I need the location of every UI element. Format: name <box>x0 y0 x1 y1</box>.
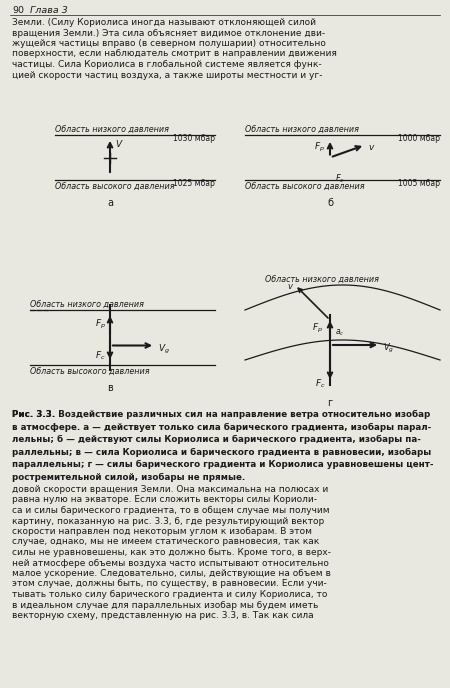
Text: $V_g$: $V_g$ <box>383 342 394 355</box>
Text: Область высокого давления: Область высокого давления <box>55 182 175 191</box>
Text: Рис. 3.3. Воздействие различных сил на направление ветра относительно изобар
в а: Рис. 3.3. Воздействие различных сил на н… <box>12 410 433 482</box>
Text: в: в <box>107 383 113 393</box>
Text: довой скорости вращения Земли. Она максимальна на полюсах и: довой скорости вращения Земли. Она макси… <box>12 485 328 494</box>
Text: v: v <box>287 282 292 291</box>
Text: б: б <box>327 198 333 208</box>
Text: Область низкого давления: Область низкого давления <box>30 300 144 309</box>
Text: векторную схему, представленную на рис. 3.3, в. Так как сила: векторную схему, представленную на рис. … <box>12 611 314 620</box>
Text: $F_c$: $F_c$ <box>335 173 345 185</box>
Text: 1030 мбар: 1030 мбар <box>173 134 215 143</box>
Text: 1025 мбар: 1025 мбар <box>173 179 215 188</box>
Text: Глава 3: Глава 3 <box>30 6 68 15</box>
Text: поверхности, если наблюдатель смотрит в направлении движения: поверхности, если наблюдатель смотрит в … <box>12 50 337 58</box>
Text: V: V <box>115 140 121 149</box>
Text: 90: 90 <box>12 6 24 15</box>
Text: Область низкого давления: Область низкого давления <box>55 125 169 134</box>
Text: тывать только силу барического градиента и силу Кориолиса, то: тывать только силу барического градиента… <box>12 590 328 599</box>
Text: Область высокого давления: Область высокого давления <box>245 182 364 191</box>
Text: v: v <box>368 143 373 152</box>
Text: Область высокого давления: Область высокого давления <box>30 367 149 376</box>
Text: $F_p$: $F_p$ <box>95 318 106 331</box>
Text: силы не уравновешены, как это должно быть. Кроме того, в верх-: силы не уравновешены, как это должно быт… <box>12 548 331 557</box>
Text: са и силы барического градиента, то в общем случае мы получим: са и силы барического градиента, то в об… <box>12 506 329 515</box>
Text: $F_p$: $F_p$ <box>314 141 325 154</box>
Text: случае, однако, мы не имеем статического равновесия, так как: случае, однако, мы не имеем статического… <box>12 537 319 546</box>
Text: Область низкого давления: Область низкого давления <box>245 125 359 134</box>
Text: цией скорости частиц воздуха, а также широты местности и уг-: цией скорости частиц воздуха, а также ши… <box>12 70 323 80</box>
Text: жущейся частицы вправо (в северном полушарии) относительно: жущейся частицы вправо (в северном полуш… <box>12 39 326 48</box>
Text: равна нулю на экваторе. Если сложить векторы силы Кориоли-: равна нулю на экваторе. Если сложить век… <box>12 495 317 504</box>
Text: частицы. Сила Кориолиса в глобальной системе является функ-: частицы. Сила Кориолиса в глобальной сис… <box>12 60 322 69</box>
Text: $F_c$: $F_c$ <box>315 378 326 391</box>
Text: $F_p$: $F_p$ <box>312 322 323 335</box>
Text: 1000 мбар: 1000 мбар <box>398 134 440 143</box>
Text: вращения Земли.) Эта сила объясняет видимое отклонение дви-: вращения Земли.) Эта сила объясняет види… <box>12 28 325 38</box>
Text: г: г <box>328 398 333 408</box>
Text: $F_c$: $F_c$ <box>95 350 106 363</box>
Text: а: а <box>107 198 113 208</box>
Text: скорости направлен под некоторым углом к изобарам. В этом: скорости направлен под некоторым углом к… <box>12 527 312 536</box>
Text: малое ускорение. Следовательно, силы, действующие на объем в: малое ускорение. Следовательно, силы, де… <box>12 569 331 578</box>
Text: Рис. 3.3.: Рис. 3.3. <box>12 410 55 419</box>
Text: ней атмосфере объемы воздуха часто испытывают относительно: ней атмосфере объемы воздуха часто испыт… <box>12 559 329 568</box>
Text: картину, показанную на рис. 3.3, б, где результирующий вектор: картину, показанную на рис. 3.3, б, где … <box>12 517 324 526</box>
Text: Область низкого давления: Область низкого давления <box>265 275 379 284</box>
Text: Земли. (Силу Кориолиса иногда называют отклоняющей силой: Земли. (Силу Кориолиса иногда называют о… <box>12 18 316 27</box>
Text: $a_c$: $a_c$ <box>335 328 345 338</box>
Text: в идеальном случае для параллельных изобар мы будем иметь: в идеальном случае для параллельных изоб… <box>12 601 319 610</box>
Text: этом случае, должны быть, по существу, в равновесии. Если учи-: этом случае, должны быть, по существу, в… <box>12 579 327 588</box>
Text: 1005 мбар: 1005 мбар <box>398 179 440 188</box>
Text: $V_g$: $V_g$ <box>158 343 170 356</box>
